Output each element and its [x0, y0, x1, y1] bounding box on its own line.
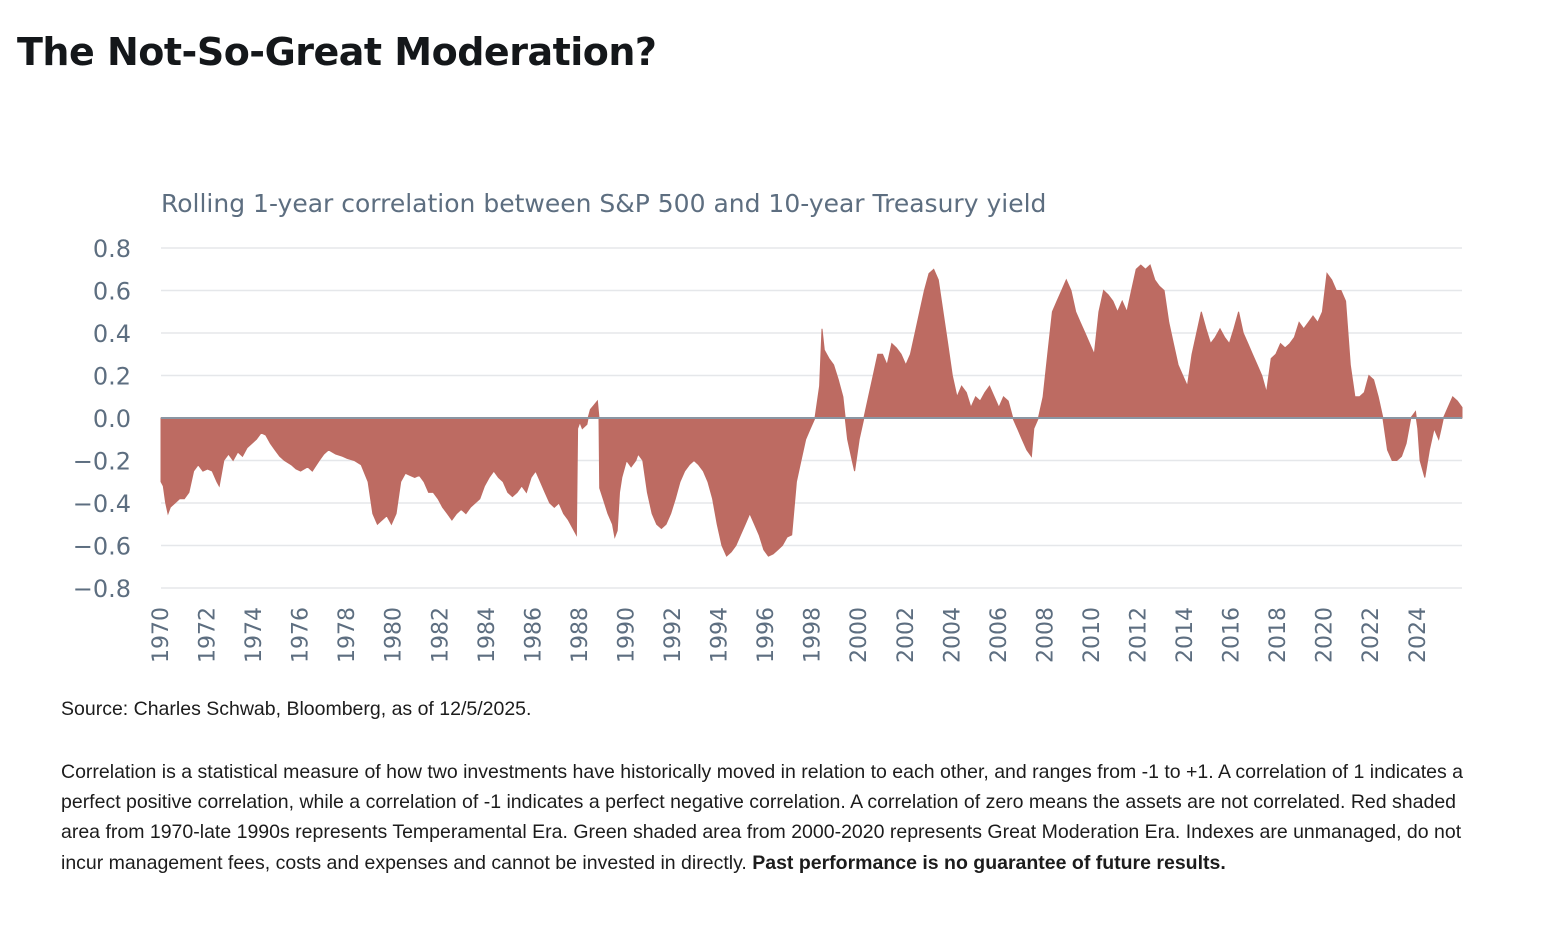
- negative-correlation-area: [160, 264, 1417, 557]
- x-tick-label: 2004: [940, 607, 965, 663]
- x-tick-label: 2008: [1033, 607, 1058, 663]
- x-tick-label: 1974: [242, 607, 267, 663]
- y-tick-label: −0.4: [73, 490, 131, 518]
- x-tick-label: 2020: [1313, 607, 1338, 663]
- chart-title: Rolling 1-year correlation between S&P 5…: [161, 189, 1046, 218]
- page-title: The Not-So-Great Moderation?: [17, 30, 657, 74]
- x-tick-label: 2002: [894, 607, 919, 663]
- disclaimer: Correlation is a statistical measure of …: [61, 757, 1486, 878]
- x-tick-label: 1994: [708, 607, 733, 663]
- y-tick-label: 0.4: [93, 320, 131, 348]
- gridlines: [161, 247, 1462, 589]
- x-tick-label: 1982: [428, 607, 453, 663]
- x-tick-label: 1988: [568, 607, 593, 663]
- x-tick-label: 1976: [289, 607, 314, 663]
- y-tick-label: 0.6: [93, 278, 131, 306]
- x-tick-label: 1990: [614, 607, 639, 663]
- y-tick-label: 0.0: [93, 405, 131, 433]
- data-areas: [160, 264, 1463, 557]
- x-tick-label: 2016: [1220, 607, 1245, 663]
- x-tick-label: 2000: [847, 607, 872, 663]
- disclaimer-bold: Past performance is no guarantee of futu…: [752, 851, 1226, 874]
- x-tick-label: 1986: [521, 607, 546, 663]
- x-tick-label: 2012: [1126, 607, 1151, 663]
- x-tick-label: 2022: [1359, 607, 1384, 663]
- y-axis-ticks: 0.8 0.6 0.4 0.2 0.0 −0.2 −0.4 −0.6 −0.8: [73, 235, 131, 603]
- x-tick-label: 1970: [149, 607, 174, 663]
- x-tick-label: 2006: [987, 607, 1012, 663]
- x-tick-label: 1978: [335, 607, 360, 663]
- source-note: Source: Charles Schwab, Bloomberg, as of…: [61, 698, 532, 720]
- y-tick-label: −0.2: [73, 448, 131, 476]
- x-axis-ticks: 1970 1972 1974 1976 1978 1980 1982 1984 1986 1988…: [149, 607, 1431, 663]
- x-tick-label: 2010: [1080, 607, 1105, 663]
- x-tick-label: 2018: [1266, 607, 1291, 663]
- x-tick-label: 1998: [801, 607, 826, 663]
- x-tick-label: 1984: [475, 607, 500, 663]
- x-tick-label: 1996: [754, 607, 779, 663]
- x-tick-label: 1972: [196, 607, 221, 663]
- x-tick-label: 1992: [661, 607, 686, 663]
- disclaimer-text: Correlation is a statistical measure of …: [61, 761, 1464, 874]
- y-tick-label: −0.6: [73, 533, 131, 561]
- x-tick-label: 2014: [1173, 607, 1198, 663]
- negative-correlation-area: [1415, 395, 1463, 478]
- x-tick-label: 2024: [1406, 607, 1431, 663]
- y-tick-label: −0.8: [73, 575, 131, 603]
- x-tick-label: 1980: [382, 607, 407, 663]
- correlation-area-chart: Rolling 1-year correlation between S&P 5…: [73, 189, 1463, 663]
- y-tick-label: 0.2: [93, 363, 131, 391]
- y-tick-label: 0.8: [93, 235, 131, 263]
